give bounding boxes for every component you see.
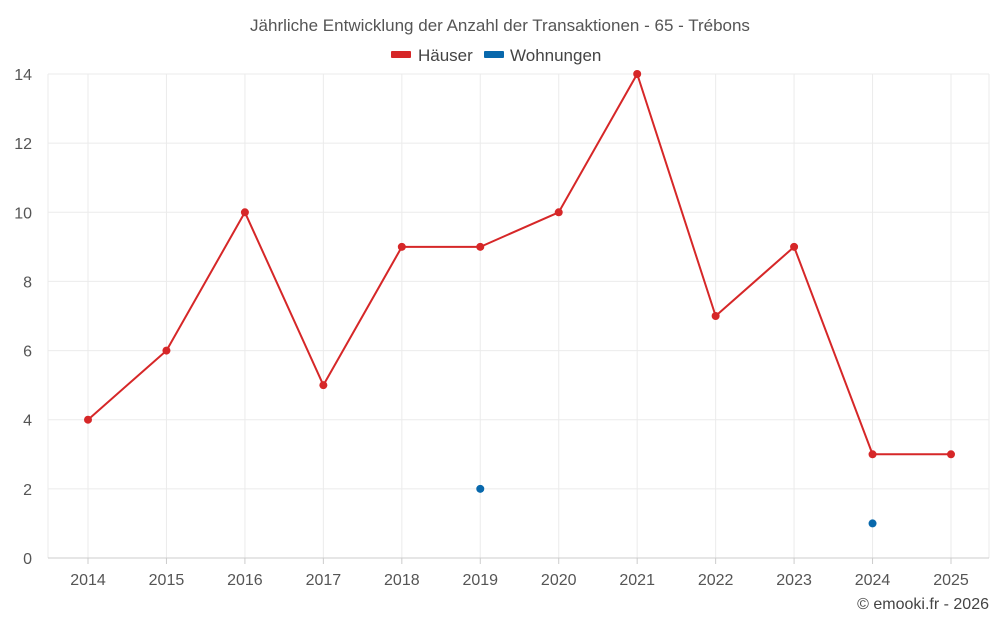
data-point-haeuser-2024[interactable] [868, 450, 877, 459]
data-point-haeuser-2025[interactable] [947, 450, 955, 459]
series [84, 70, 955, 528]
x-tick-label: 2023 [776, 572, 812, 589]
y-tick-label: 0 [23, 551, 32, 568]
chart-title: Jährliche Entwicklung der Anzahl der Tra… [250, 16, 750, 35]
data-point-haeuser-2014[interactable] [84, 415, 92, 424]
data-point-haeuser-2019[interactable] [476, 242, 485, 251]
legend-label-haeuser[interactable]: Häuser [418, 46, 473, 65]
credit-text: © emooki.fr - 2026 [857, 596, 989, 613]
x-tick-label: 2016 [227, 572, 263, 589]
y-tick-label: 4 [23, 413, 32, 430]
x-tick-label: 2019 [462, 572, 498, 589]
data-point-haeuser-2023[interactable] [790, 242, 799, 251]
data-point-haeuser-2017[interactable] [319, 381, 328, 390]
data-point-haeuser-2020[interactable] [554, 208, 563, 217]
data-point-haeuser-2021[interactable] [633, 70, 642, 78]
data-point-wohnungen-2019[interactable] [476, 484, 485, 493]
data-point-wohnungen-2024[interactable] [868, 519, 877, 528]
y-tick-label: 6 [23, 344, 32, 361]
data-point-haeuser-2015[interactable] [162, 346, 171, 355]
x-tick-label: 2020 [541, 572, 577, 589]
y-tick-label: 14 [14, 67, 32, 84]
data-point-haeuser-2016[interactable] [240, 208, 249, 217]
legend: Häuser Wohnungen [391, 46, 601, 65]
x-tick-label: 2025 [933, 572, 969, 589]
y-tick-label: 10 [14, 205, 32, 222]
legend-swatch-wohnungen[interactable] [484, 51, 504, 58]
axes: 0 2 4 6 8 10 12 14 2014 2015 2016 2017 2018 2019 2020 2… [14, 67, 989, 589]
y-tick-label: 8 [23, 274, 32, 291]
y-tick-label: 2 [23, 482, 32, 499]
series-line-haeuser [87, 73, 951, 456]
x-tick-label: 2022 [698, 572, 734, 589]
x-tick-label: 2018 [384, 572, 420, 589]
y-tick-label: 12 [14, 136, 32, 153]
grid [47, 73, 990, 558]
data-point-haeuser-2022[interactable] [711, 312, 720, 320]
x-tick-label: 2024 [855, 572, 891, 589]
x-tick-label: 2017 [306, 572, 342, 589]
data-point-haeuser-2018[interactable] [397, 242, 406, 251]
legend-swatch-haeuser[interactable] [391, 51, 411, 58]
x-tick-label: 2014 [70, 572, 106, 589]
x-tick-label: 2021 [619, 572, 655, 589]
legend-label-wohnungen[interactable]: Wohnungen [510, 46, 601, 65]
x-tick-label: 2015 [149, 572, 185, 589]
